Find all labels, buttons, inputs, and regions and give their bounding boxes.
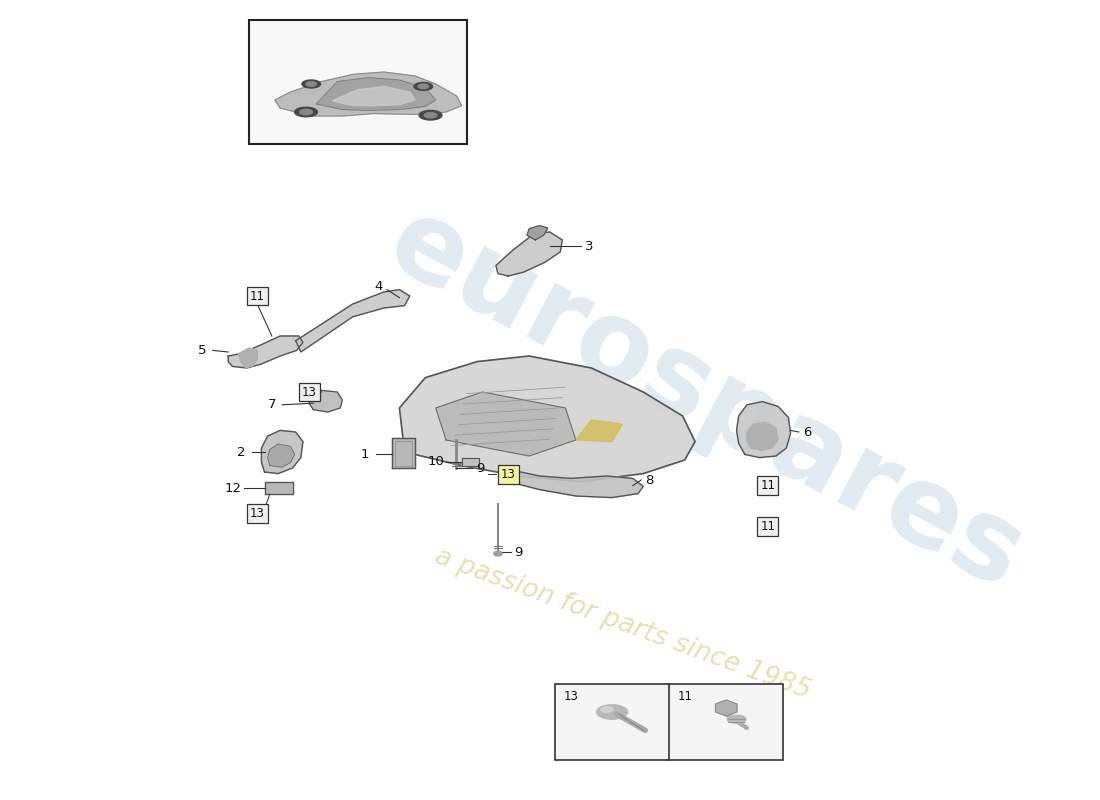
Polygon shape <box>309 390 342 412</box>
Polygon shape <box>267 444 295 467</box>
Text: 11: 11 <box>678 690 692 703</box>
Text: 11: 11 <box>760 479 775 492</box>
Ellipse shape <box>425 113 437 118</box>
Text: 9: 9 <box>476 462 484 474</box>
Ellipse shape <box>300 110 312 114</box>
Polygon shape <box>747 422 778 450</box>
Ellipse shape <box>419 110 442 120</box>
Polygon shape <box>436 392 575 456</box>
Ellipse shape <box>306 82 317 86</box>
Polygon shape <box>737 402 791 458</box>
Text: 4: 4 <box>374 280 383 293</box>
Ellipse shape <box>414 82 432 90</box>
Ellipse shape <box>295 107 318 117</box>
Text: 13: 13 <box>250 507 265 520</box>
Polygon shape <box>715 700 737 716</box>
Polygon shape <box>239 348 257 368</box>
Polygon shape <box>508 472 644 498</box>
Text: 2: 2 <box>238 446 246 458</box>
Ellipse shape <box>418 84 428 89</box>
Polygon shape <box>496 232 562 276</box>
Polygon shape <box>527 226 548 240</box>
Polygon shape <box>264 482 293 494</box>
Text: 6: 6 <box>803 426 812 438</box>
Polygon shape <box>399 356 695 482</box>
Polygon shape <box>275 72 462 116</box>
Text: 11: 11 <box>250 290 265 302</box>
Text: a passion for parts since 1985: a passion for parts since 1985 <box>431 544 814 704</box>
Text: 3: 3 <box>585 240 594 253</box>
Polygon shape <box>462 458 480 466</box>
Text: 13: 13 <box>301 386 317 398</box>
Polygon shape <box>332 86 415 106</box>
Polygon shape <box>575 420 623 442</box>
Polygon shape <box>296 290 410 352</box>
Text: 1: 1 <box>361 448 370 461</box>
Text: 12: 12 <box>224 482 242 494</box>
Text: 13: 13 <box>563 690 579 703</box>
Ellipse shape <box>727 715 746 723</box>
Ellipse shape <box>301 80 320 88</box>
Ellipse shape <box>494 551 502 556</box>
Polygon shape <box>262 430 303 474</box>
Polygon shape <box>228 336 302 368</box>
Ellipse shape <box>601 707 613 712</box>
Polygon shape <box>393 438 415 468</box>
Text: 7: 7 <box>267 398 276 411</box>
Polygon shape <box>317 78 436 110</box>
Text: 11: 11 <box>760 520 775 533</box>
Bar <box>249 20 466 144</box>
Text: 5: 5 <box>198 344 207 357</box>
Text: 9: 9 <box>515 546 522 558</box>
Bar <box>556 684 783 760</box>
Text: 10: 10 <box>427 455 444 468</box>
Text: 8: 8 <box>646 474 653 486</box>
Text: 13: 13 <box>500 468 516 481</box>
Ellipse shape <box>596 705 628 719</box>
Text: eurospares: eurospares <box>370 188 1041 612</box>
